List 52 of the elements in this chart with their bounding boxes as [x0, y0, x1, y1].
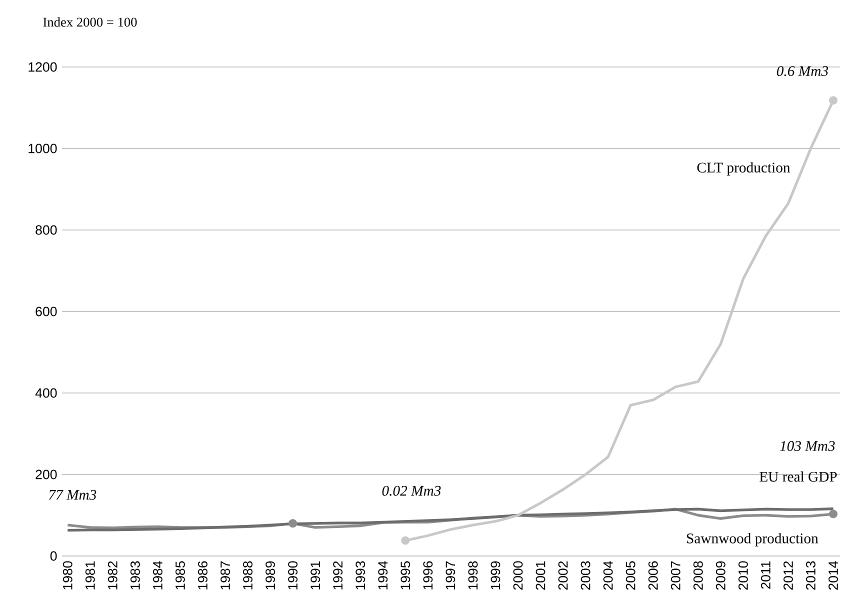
x-tick-label: 1994	[378, 561, 388, 590]
x-tick-label: 2014	[828, 561, 838, 590]
x-tick-label: 2008	[693, 561, 703, 590]
x-tick-label: 2002	[558, 561, 568, 590]
annotation: 103 Mm3	[780, 441, 835, 451]
x-tick-label: 2003	[580, 561, 590, 590]
x-tick-label: 1982	[108, 561, 118, 590]
x-tick-label: 1988	[243, 561, 252, 590]
point	[401, 536, 410, 545]
y-tick-label: 200	[36, 470, 57, 480]
y-tick-label: 600	[36, 306, 57, 316]
y-tick-label: 1200	[28, 62, 57, 72]
y-axis-title: Index 2000 = 100	[43, 17, 137, 27]
point	[288, 519, 298, 528]
x-tick-label: 2010	[738, 561, 748, 590]
series-label: CLT production	[697, 162, 790, 176]
y-tick-label: 1000	[28, 144, 57, 154]
annotation: 0.6 Mm3	[776, 66, 828, 76]
x-tick-label: 2007	[670, 561, 680, 590]
y-tick-label: 800	[36, 225, 57, 235]
x-tick-label: 2011	[760, 561, 770, 589]
x-tick-label: 1995	[400, 561, 410, 590]
x-tick-label: 1992	[333, 561, 343, 590]
x-tick-label: 1998	[468, 561, 478, 590]
x-tick-label: 1997	[446, 561, 456, 590]
x-tick-label: 1989	[266, 561, 276, 590]
x-tick-label: 1993	[356, 561, 366, 590]
x-tick-label: 2013	[806, 561, 816, 590]
x-tick-label: 2005	[626, 561, 636, 590]
x-tick-label: 2004	[603, 561, 613, 590]
x-tick-label: 2009	[716, 561, 726, 590]
x-tick-label: 1984	[152, 561, 162, 590]
x-tick-label: 1996	[423, 561, 433, 590]
annotation: 77 Mm3	[49, 490, 96, 500]
series-label: EU real GDP	[760, 471, 837, 482]
x-tick-label: 2012	[784, 561, 793, 590]
x-tick-label: 2006	[648, 561, 658, 590]
y-tick-label: 0	[50, 551, 57, 561]
series-label: Sawnwood production	[686, 533, 818, 546]
x-tick-label: 1986	[198, 561, 208, 590]
annotation: 0.02 Mm3	[382, 486, 441, 496]
x-tick-label: 2001	[536, 561, 546, 590]
x-tick-label: 1991	[310, 561, 320, 590]
y-tick-label: 400	[35, 388, 57, 398]
x-tick-label: 1987	[220, 561, 230, 590]
x-tick-label: 1983	[130, 561, 140, 590]
x-tick-label: 1999	[490, 561, 500, 590]
x-tick-label: 1990	[288, 561, 298, 590]
x-tick-label: 1980	[62, 561, 72, 590]
x-tick-label: 1981	[85, 561, 95, 590]
x-tick-label: 2000	[513, 561, 523, 590]
x-tick-label: 1985	[176, 561, 185, 590]
